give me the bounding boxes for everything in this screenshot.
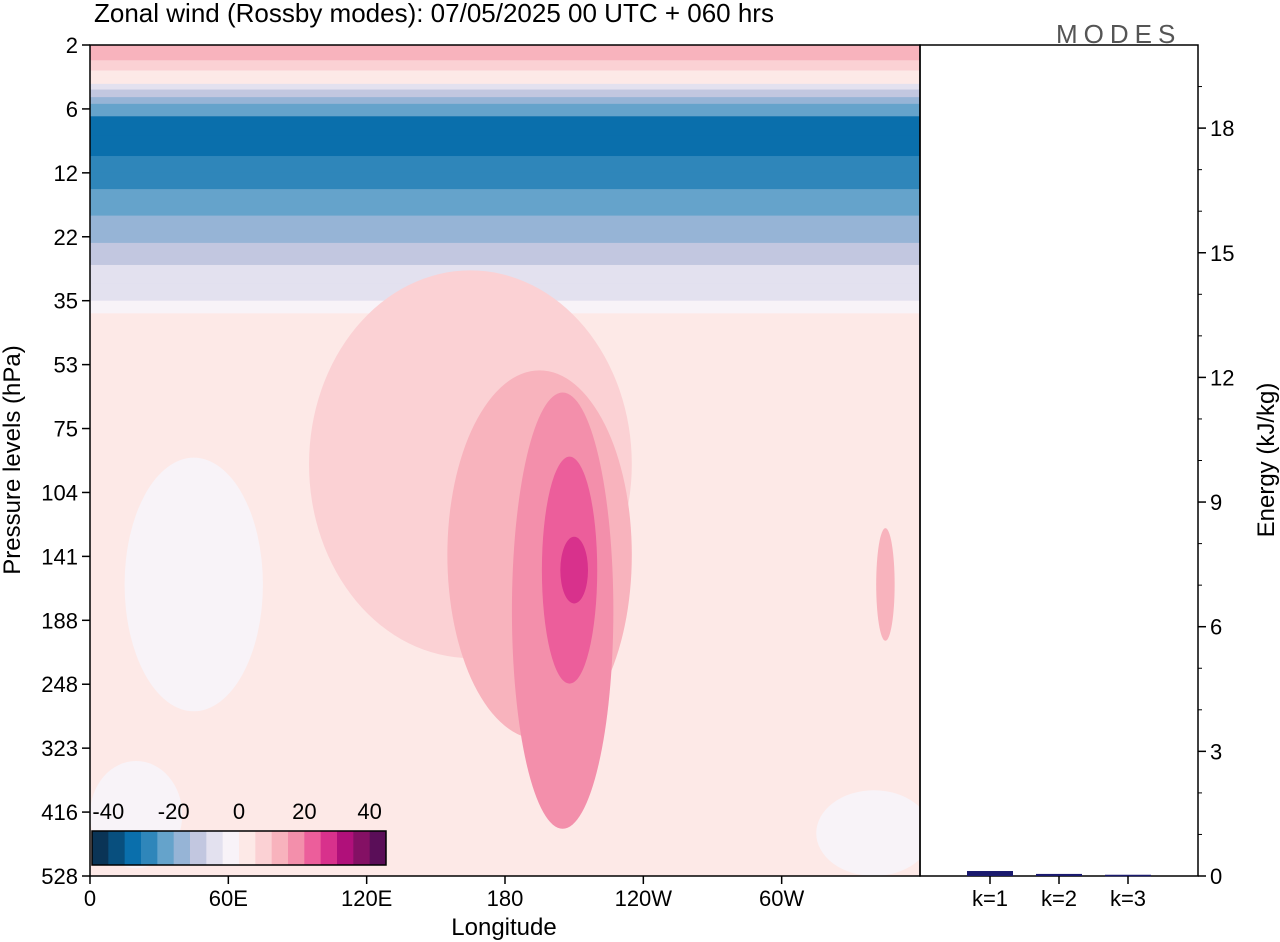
bar-category-label: k=1 bbox=[972, 886, 1008, 911]
wind-band bbox=[90, 70, 920, 79]
x-tick-label: 60E bbox=[209, 886, 248, 911]
y-axis-label: Pressure levels (hPa) bbox=[0, 345, 26, 574]
y-tick-label: 12 bbox=[54, 161, 78, 186]
colorbar-swatch bbox=[190, 831, 207, 865]
colorbar-tick-label: 0 bbox=[233, 799, 245, 824]
wind-band bbox=[90, 77, 920, 85]
wind-band bbox=[90, 264, 920, 285]
y-tick-label: 22 bbox=[54, 225, 78, 250]
wind-feature bbox=[876, 528, 895, 641]
energy-bars: k=1 k=2 k=3 bbox=[967, 871, 1151, 911]
y-tick-label: 104 bbox=[41, 480, 78, 505]
wind-band bbox=[90, 156, 920, 174]
x-tick-label: 120W bbox=[615, 886, 673, 911]
colorbar-swatch bbox=[271, 831, 289, 865]
colorbar-swatch bbox=[173, 831, 191, 865]
wind-band bbox=[90, 60, 920, 72]
energy-tick-label: 12 bbox=[1210, 365, 1234, 390]
energy-bar bbox=[1036, 873, 1082, 876]
wind-band bbox=[90, 45, 920, 61]
y-tick-label: 53 bbox=[54, 353, 78, 378]
y-tick-label: 2 bbox=[66, 33, 78, 58]
wind-feature bbox=[560, 536, 589, 604]
colorbar-swatch bbox=[369, 831, 387, 865]
y-tick-label: 188 bbox=[41, 608, 78, 633]
y-tick-label: 528 bbox=[41, 864, 78, 889]
x-tick-label: 60W bbox=[759, 886, 804, 911]
colorbar-swatch bbox=[239, 831, 256, 865]
colorbar-tick-label: 40 bbox=[357, 799, 381, 824]
wind-band bbox=[90, 172, 920, 190]
colorbar-swatch bbox=[124, 831, 142, 865]
y-tick-label: 35 bbox=[54, 289, 78, 314]
wind-band bbox=[90, 89, 920, 98]
modes-logo: MODES bbox=[1056, 19, 1181, 49]
x-tick-label: 180 bbox=[487, 886, 524, 911]
pressure-axis: 2 6 12 22 35 53 75 104 141 188 248 323 416 528 bbox=[41, 33, 90, 889]
colorbar-swatch bbox=[304, 831, 322, 865]
colorbar: -40 -20 0 20 40 bbox=[91, 799, 387, 866]
chart-title: Zonal wind (Rossby modes): 07/05/2025 00… bbox=[94, 0, 774, 28]
colorbar-swatch bbox=[222, 831, 240, 865]
colorbar-swatch bbox=[255, 831, 273, 865]
wind-band bbox=[90, 83, 920, 91]
energy-tick-label: 9 bbox=[1210, 490, 1222, 515]
bar-category-label: k=3 bbox=[1110, 886, 1146, 911]
wind-band bbox=[90, 135, 920, 157]
y-tick-label: 416 bbox=[41, 800, 78, 825]
energy-axis-label: Energy (kJ/kg) bbox=[1253, 383, 1280, 538]
wind-band bbox=[90, 103, 920, 117]
y-tick-label: 248 bbox=[41, 672, 78, 697]
energy-bar bbox=[967, 871, 1013, 876]
longitude-axis: 0 60E 120E 180 120W 60W bbox=[84, 876, 805, 911]
wind-band bbox=[90, 242, 920, 266]
bar-category-label: k=2 bbox=[1041, 886, 1077, 911]
y-tick-label: 75 bbox=[54, 417, 78, 442]
colorbar-swatch bbox=[141, 831, 158, 865]
heatmap-field bbox=[90, 45, 920, 876]
y-tick-label: 323 bbox=[41, 736, 78, 761]
wind-band bbox=[90, 116, 920, 137]
energy-tick-label: 3 bbox=[1210, 739, 1222, 764]
colorbar-swatch bbox=[206, 831, 224, 865]
energy-tick-label: 0 bbox=[1210, 864, 1222, 889]
energy-bar bbox=[1105, 874, 1151, 877]
energy-tick-label: 15 bbox=[1210, 241, 1234, 266]
y-tick-label: 6 bbox=[66, 97, 78, 122]
wind-band bbox=[90, 97, 920, 105]
colorbar-swatch bbox=[92, 831, 109, 865]
wind-band bbox=[90, 189, 920, 217]
energy-frame bbox=[919, 44, 1199, 877]
colorbar-tick-label: -40 bbox=[92, 799, 124, 824]
colorbar-swatch bbox=[337, 831, 354, 865]
colorbar-tick-label: -20 bbox=[158, 799, 190, 824]
energy-tick-label: 18 bbox=[1210, 116, 1234, 141]
colorbar-tick-label: 20 bbox=[292, 799, 316, 824]
energy-axis: 0 3 6 9 12 15 18 bbox=[1198, 86, 1234, 889]
colorbar-swatch bbox=[320, 831, 338, 865]
colorbar-swatch bbox=[353, 831, 371, 865]
x-axis-label: Longitude bbox=[451, 914, 556, 941]
colorbar-swatch bbox=[288, 831, 305, 865]
y-tick-label: 141 bbox=[41, 544, 78, 569]
colorbar-swatch bbox=[108, 831, 126, 865]
wind-band bbox=[90, 215, 920, 244]
wind-feature bbox=[751, 448, 789, 480]
energy-tick-label: 6 bbox=[1210, 615, 1222, 640]
wind-feature bbox=[816, 790, 920, 876]
colorbar-frame bbox=[91, 830, 387, 866]
x-tick-label: 120E bbox=[341, 886, 392, 911]
x-tick-label: 0 bbox=[84, 886, 96, 911]
colorbar-swatch bbox=[157, 831, 175, 865]
wind-feature bbox=[124, 457, 263, 712]
